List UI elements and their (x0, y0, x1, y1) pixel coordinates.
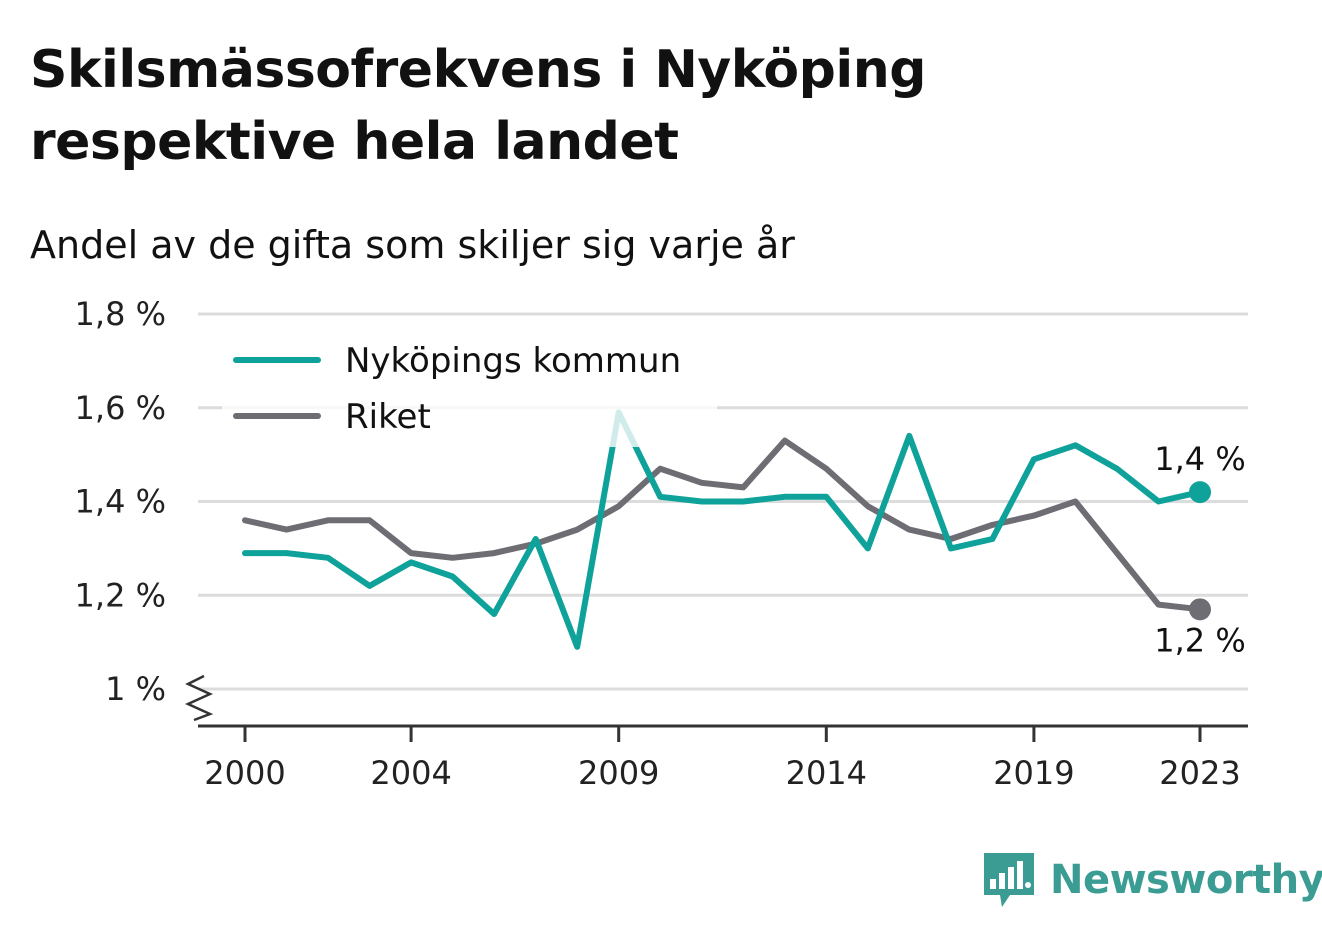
series-end-point-1 (1189, 598, 1211, 621)
x-axis: 2000 2004 2009 2014 2019 2023 (198, 724, 1248, 792)
y-tick-label: 1,8 % (75, 295, 166, 333)
y-tick-label: 1,2 % (75, 576, 166, 614)
end-label: 1,2 % (1154, 621, 1245, 659)
end-labels: 1,4 % 1,2 % (1154, 440, 1245, 659)
legend-background (222, 322, 717, 447)
series-line-0 (242, 409, 1203, 650)
legend-label: Nyköpings kommun (345, 341, 681, 381)
axis-break-icon (184, 674, 214, 722)
chart-title: Skilsmässofrekvens i Nyköping respektive… (30, 40, 926, 172)
x-tick-label: 2019 (993, 754, 1074, 792)
y-axis-ticks: 1 % 1,2 % 1,4 % 1,6 % 1,8 % (75, 295, 214, 722)
x-tick-label: 2004 (370, 754, 451, 792)
end-label: 1,4 % (1154, 440, 1245, 478)
brand-logo: Newsworthy (980, 850, 1322, 910)
legend: Nyköpings kommun Riket (222, 322, 717, 447)
x-tick-label: 2000 (204, 754, 285, 792)
y-tick-label: 1,4 % (75, 483, 166, 521)
series-end-point-0 (1189, 481, 1211, 504)
y-tick-label: 1,6 % (75, 389, 166, 427)
series-lines (242, 409, 1211, 650)
x-tick-label: 2014 (786, 754, 867, 792)
brand-name: Newsworthy (1050, 857, 1322, 903)
y-tick-label: 1 % (105, 670, 166, 708)
legend-label: Riket (345, 397, 431, 437)
x-tick-label: 2023 (1159, 754, 1240, 792)
bar-chart-speech-bubble-icon (984, 853, 1034, 907)
series-line-1 (242, 437, 1203, 613)
x-tick-label: 2009 (578, 754, 659, 792)
chart-subtitle: Andel av de gifta som skiljer sig varje … (30, 223, 795, 267)
